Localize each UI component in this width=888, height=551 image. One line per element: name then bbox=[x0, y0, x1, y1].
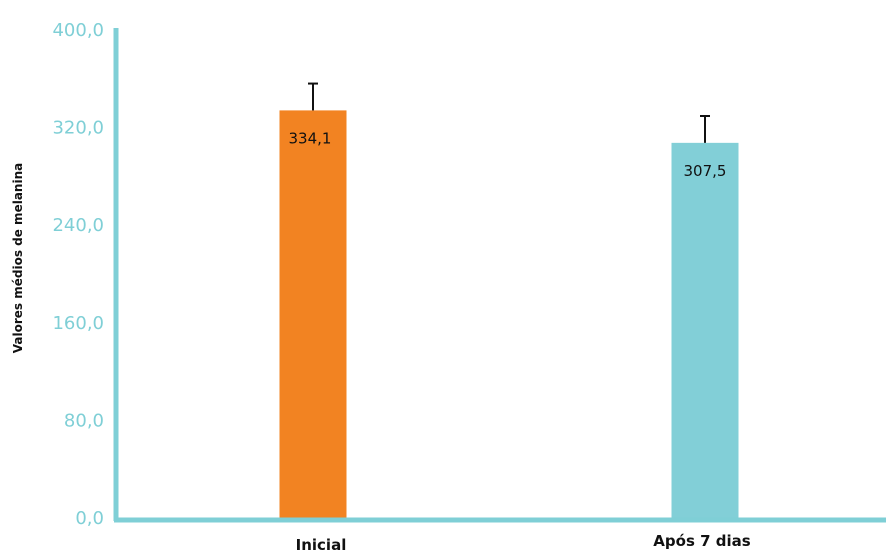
y-axis-ticks: 0,0 80,0 160,0 240,0 320,0 400,0 bbox=[52, 20, 104, 529]
y-tick-label: 240,0 bbox=[52, 215, 104, 236]
error-bars bbox=[308, 82, 710, 143]
bar-apos-7-dias bbox=[671, 142, 739, 518]
data-label: 307,5 bbox=[684, 162, 727, 180]
x-category-label: Após 7 dias bbox=[653, 532, 750, 550]
x-category-label: Inicial bbox=[296, 536, 347, 551]
bar-inicial bbox=[279, 110, 347, 518]
y-axis-title: Valores médios de melanina bbox=[11, 163, 25, 353]
data-label: 334,1 bbox=[289, 129, 332, 147]
y-tick-label: 160,0 bbox=[52, 313, 104, 334]
x-axis-categories: Inicial Após 7 dias bbox=[296, 532, 751, 551]
y-tick-label: 400,0 bbox=[52, 20, 104, 41]
y-tick-label: 80,0 bbox=[64, 410, 104, 431]
y-tick-label: 0,0 bbox=[75, 508, 104, 529]
y-tick-label: 320,0 bbox=[52, 118, 104, 139]
bars bbox=[279, 110, 739, 518]
data-labels: 334,1 307,5 bbox=[289, 129, 727, 179]
